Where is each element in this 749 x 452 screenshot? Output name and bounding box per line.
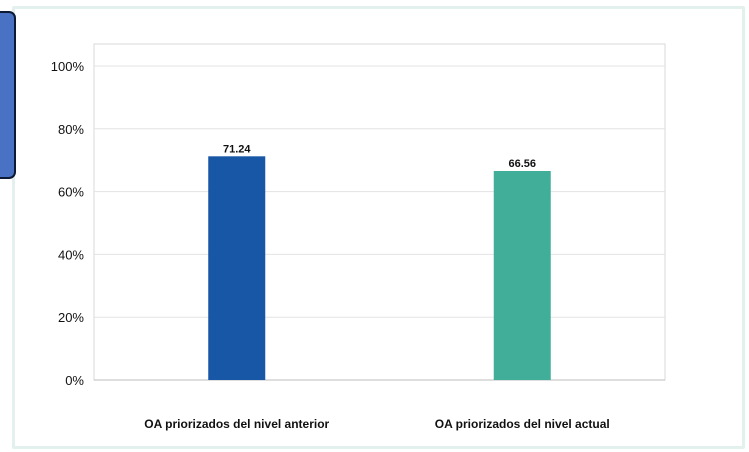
bar (208, 156, 266, 380)
y-tick-label: 60% (58, 185, 84, 200)
bar-value-label: 66.56 (508, 158, 536, 170)
side-tab[interactable] (0, 11, 16, 179)
y-tick-label: 100% (51, 59, 85, 74)
x-category-label: OA priorizados del nivel anterior (144, 417, 329, 431)
bar (493, 171, 551, 380)
y-tick-label: 80% (58, 122, 84, 137)
y-tick-label: 20% (58, 310, 84, 325)
y-tick-label: 0% (65, 373, 84, 388)
category-labels: OA priorizados del nivel anterior OA prio… (144, 417, 609, 431)
bars (208, 156, 551, 380)
bar-value-label: 71.24 (223, 143, 251, 155)
gridlines (94, 65, 665, 381)
y-axis-ticks: 0% 20% 40% 60% 80% 100% (51, 59, 85, 388)
y-tick-label: 40% (58, 247, 84, 262)
plot-area (93, 43, 666, 381)
x-category-label: OA priorizados del nivel actual (435, 417, 610, 431)
data-labels: 71.24 66.56 (223, 143, 536, 170)
